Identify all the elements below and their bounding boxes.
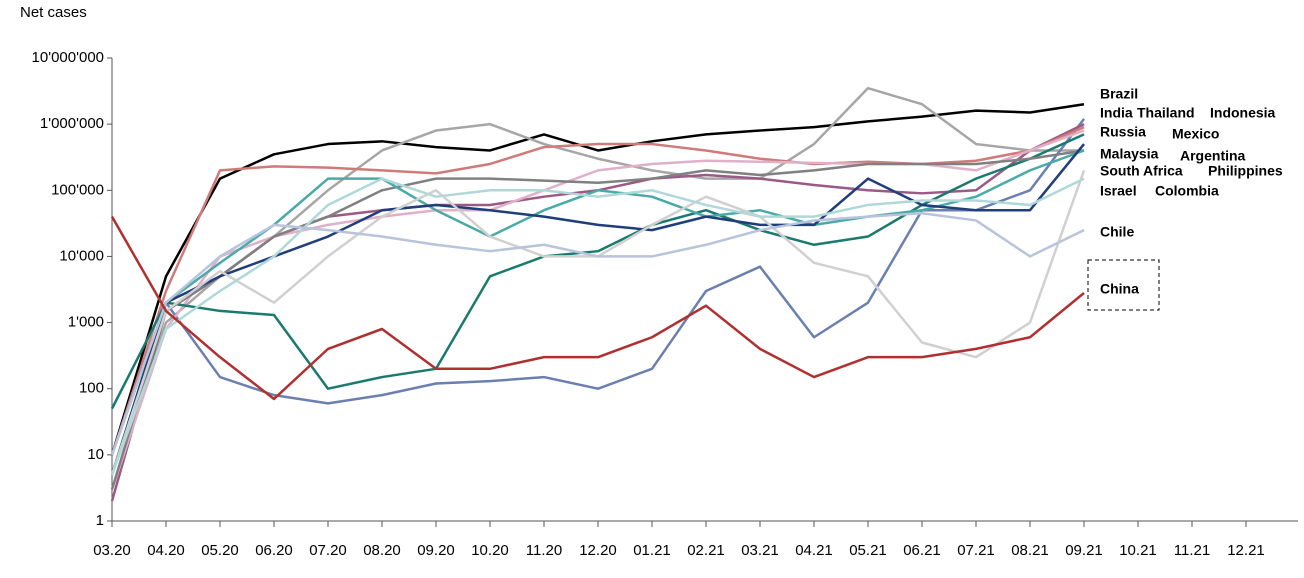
x-tick-label: 11.20 xyxy=(526,542,562,559)
y-tick-label: 100 xyxy=(79,380,104,397)
x-tick-label: 05.21 xyxy=(849,542,887,559)
x-tick-label: 10.20 xyxy=(471,542,509,559)
x-tick-label: 10.21 xyxy=(1119,542,1157,559)
legend-label: Philippines xyxy=(1208,163,1283,179)
series-line xyxy=(110,86,1084,476)
series-line xyxy=(110,211,1085,456)
y-tick-label: 1'000 xyxy=(68,314,104,331)
x-tick-label: 12.21 xyxy=(1227,542,1265,559)
series-line xyxy=(110,102,1085,456)
x-tick-label: 06.20 xyxy=(255,542,293,559)
legend-label: China xyxy=(1100,281,1139,297)
x-tick-label: 09.20 xyxy=(417,542,455,559)
highlight-box xyxy=(1087,259,1160,311)
legend-label: India xyxy=(1100,105,1133,121)
y-tick-label: 10 xyxy=(87,446,104,463)
legend-label: Mexico xyxy=(1172,126,1219,142)
series-line xyxy=(110,126,1085,456)
x-tick-label: 06.21 xyxy=(903,542,941,559)
y-tick-label: 1'000'000 xyxy=(40,115,104,132)
x-tick-label: 03.21 xyxy=(741,542,779,559)
series-line xyxy=(110,129,1085,490)
x-tick-label: 04.20 xyxy=(147,542,185,559)
legend-label: Israel xyxy=(1100,183,1137,199)
x-tick-label: 12.20 xyxy=(579,542,617,559)
y-axis-title: Net cases xyxy=(20,4,87,21)
legend-label: South Africa xyxy=(1100,163,1183,179)
x-tick-label: 07.20 xyxy=(309,542,347,559)
series-line xyxy=(110,118,1085,476)
x-tick-label: 07.21 xyxy=(957,542,995,559)
y-tick-label: 1 xyxy=(96,512,104,529)
legend-label: Chile xyxy=(1100,224,1134,240)
x-tick-label: 11.21 xyxy=(1174,542,1210,559)
x-tick-label: 01.21 xyxy=(633,542,671,559)
legend-label: Russia xyxy=(1100,124,1146,140)
legend-label: Brazil xyxy=(1100,86,1138,102)
y-tick-label: 10'000 xyxy=(59,247,104,264)
legend-label: Malaysia xyxy=(1100,146,1159,162)
y-tick-label: 100'000 xyxy=(51,181,104,198)
series-line xyxy=(110,177,1085,476)
series-line xyxy=(110,149,1085,490)
x-tick-label: 08.21 xyxy=(1011,542,1049,559)
series-line xyxy=(110,143,1085,476)
x-tick-label: 08.20 xyxy=(363,542,401,559)
legend-label: Argentina xyxy=(1180,148,1246,164)
x-tick-label: 03.20 xyxy=(93,542,131,559)
y-tick-label: 10'000'000 xyxy=(32,49,104,66)
x-tick-label: 09.21 xyxy=(1065,542,1103,559)
x-tick-label: 02.21 xyxy=(687,542,725,559)
x-tick-label: 05.20 xyxy=(201,542,239,559)
legend-label: Indonesia xyxy=(1210,105,1276,121)
legend-label: Thailand xyxy=(1137,105,1195,121)
legend-label: Colombia xyxy=(1155,183,1219,199)
series-line xyxy=(110,215,1085,401)
series-line xyxy=(110,133,1085,410)
x-tick-label: 04.21 xyxy=(795,542,833,559)
